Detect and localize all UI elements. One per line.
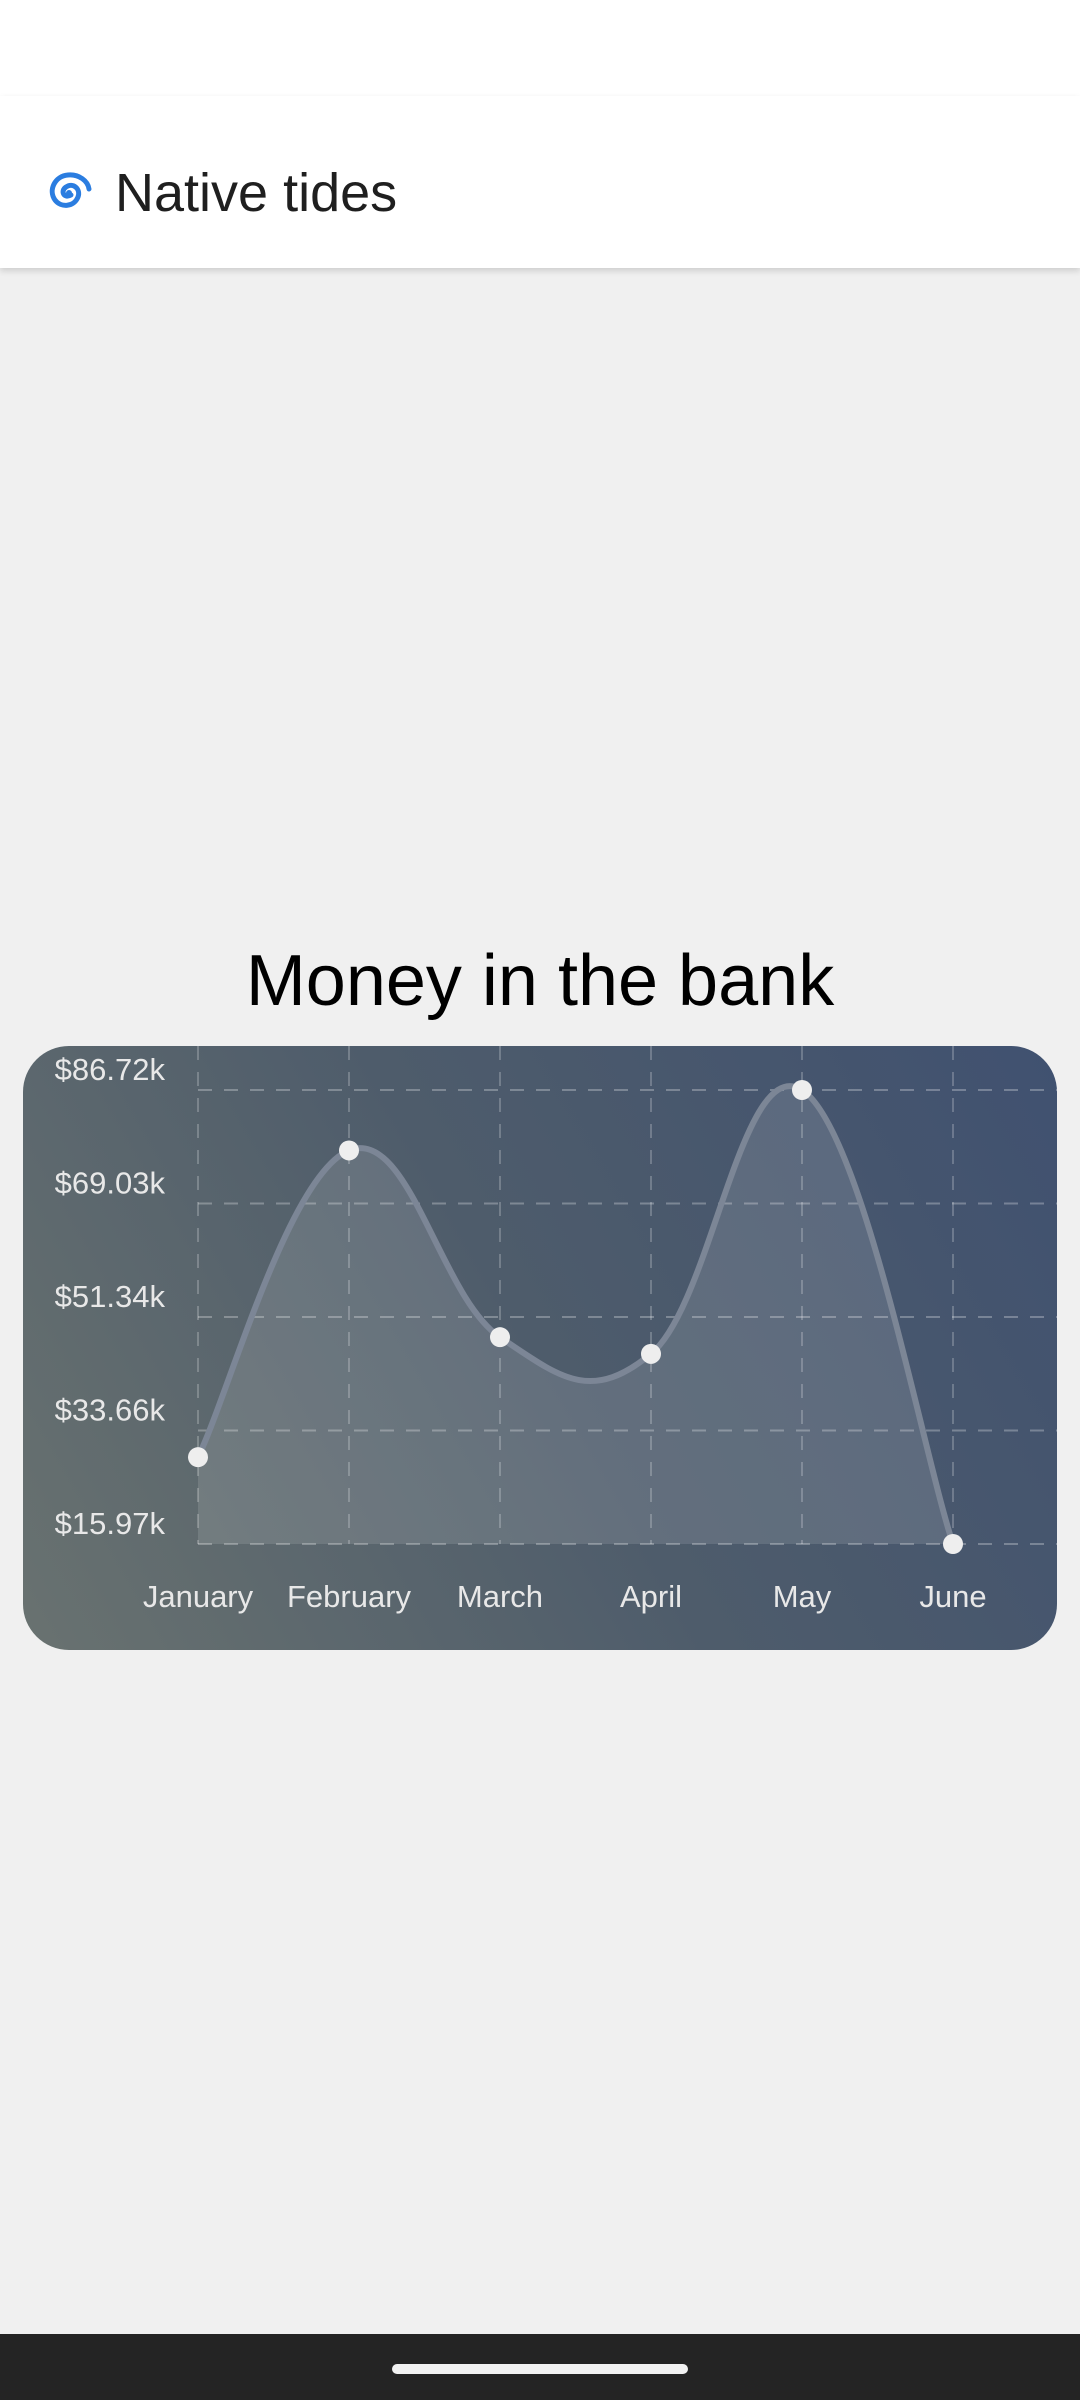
x-tick-label: April <box>620 1579 682 1614</box>
area-chart: $86.72k $69.03k $51.34k $33.66k $15.97k Janua… <box>55 1046 1057 1614</box>
x-tick-label: March <box>457 1579 543 1614</box>
chart-title: Money in the bank <box>245 941 835 1021</box>
app-bar: Native tides <box>0 96 1080 268</box>
area-fill <box>198 1086 953 1544</box>
navigation-bar <box>0 2334 1080 2400</box>
y-tick-label: $15.97k <box>55 1506 166 1541</box>
data-point <box>188 1447 208 1468</box>
x-tick-label: May <box>773 1579 832 1614</box>
y-tick-label: $33.66k <box>55 1393 166 1428</box>
y-tick-label: $69.03k <box>55 1166 166 1201</box>
home-gesture-handle[interactable] <box>392 2364 688 2374</box>
x-tick-label: June <box>919 1579 986 1614</box>
y-tick-label: $86.72k <box>55 1052 166 1087</box>
y-tick-label: $51.34k <box>55 1279 166 1314</box>
data-point <box>490 1327 510 1348</box>
cyclone-icon <box>49 172 92 208</box>
data-point <box>339 1140 359 1161</box>
status-bar <box>0 0 1080 96</box>
data-point <box>943 1534 963 1554</box>
area-chart-card: $86.72k $69.03k $51.34k $33.66k $15.97k Janua… <box>23 1046 1057 1650</box>
app-title: Native tides <box>115 163 398 223</box>
data-point <box>641 1343 661 1364</box>
x-tick-label: February <box>287 1579 412 1614</box>
series-line <box>195 1083 956 1545</box>
x-tick-label: January <box>143 1579 254 1614</box>
data-point <box>792 1080 812 1100</box>
